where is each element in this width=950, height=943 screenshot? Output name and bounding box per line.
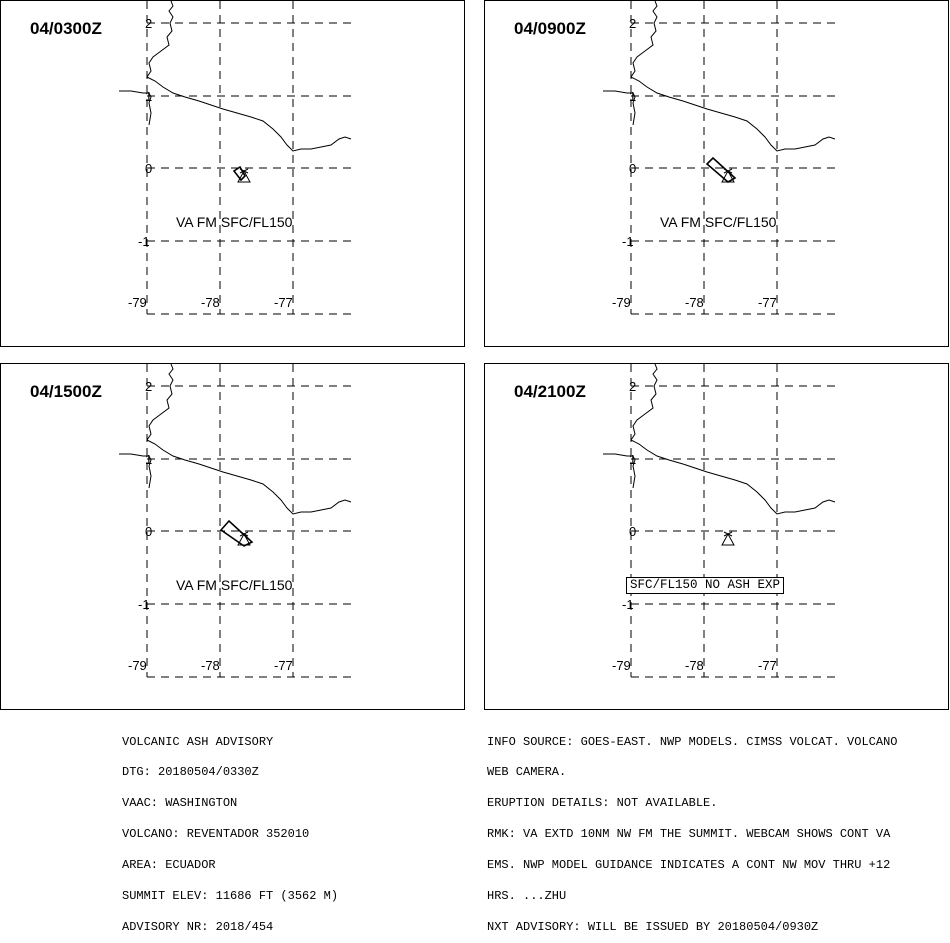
- map-graticule: 2 1 0 -1 -79 -78 -77: [119, 1, 352, 315]
- border-line: [119, 90, 152, 126]
- eruption-star-icon: [723, 531, 733, 537]
- latitude-label: -1: [622, 234, 634, 249]
- longitude-label: -79: [128, 658, 147, 673]
- forecast-panel-0900z: 2 1 0 -1 -79 -78 -77 04/0900Z VA FM SFC/FL150: [484, 0, 949, 347]
- advisory-line: VOLCANO: REVENTADOR 352010: [122, 827, 310, 842]
- coastline: [630, 364, 836, 515]
- advisory-line: NXT ADVISORY: WILL BE ISSUED BY 20180504…: [487, 919, 819, 934]
- latitude-label: 2: [145, 379, 152, 394]
- forecast-panel-2100z: 2 1 0 -1 -79 -78 -77 04/2100Z SFC/FL150 NO ASH…: [484, 363, 949, 710]
- forecast-panel-0300z: 2 1 0 -1 -79 -78 -77 04/0300Z VA FM SFC/FL150: [0, 0, 465, 347]
- longitude-label: -77: [274, 658, 293, 673]
- latitude-label: -1: [622, 597, 634, 612]
- no-ash-expected-box: SFC/FL150 NO ASH EXP: [626, 577, 785, 594]
- advisory-line: HRS. ...ZHU: [487, 889, 567, 904]
- advisory-line: ADVISORY NR: 2018/454: [122, 919, 274, 934]
- advisory-remarks-block: INFO SOURCE: GOES-EAST. NWP MODELS. CIMS…: [487, 716, 897, 943]
- volcano-marker-icon: [237, 532, 251, 546]
- longitude-label: -77: [758, 295, 777, 310]
- panel-time-label: 04/1500Z: [30, 382, 102, 401]
- map-graticule: 2 1 0 -1 -79 -78 -77: [119, 364, 352, 678]
- longitude-label: -79: [612, 658, 631, 673]
- eruption-star-icon: [239, 168, 249, 174]
- advisory-line: DTG: 20180504/0330Z: [122, 765, 259, 780]
- advisory-line: INFO SOURCE: GOES-EAST. NWP MODELS. CIMS…: [487, 734, 898, 749]
- border-line: [119, 453, 152, 489]
- latitude-label: -1: [138, 597, 150, 612]
- map-graticule: 2 1 0 -1 -79 -78 -77: [603, 1, 836, 315]
- advisory-line: RMK: VA EXTD 10NM NW FM THE SUMMIT. WEBC…: [487, 827, 891, 842]
- advisory-line: VOLCANIC ASH ADVISORY: [122, 734, 274, 749]
- ash-cloud-polygon: [232, 165, 246, 182]
- latitude-label: 0: [145, 524, 152, 539]
- longitude-label: -78: [201, 658, 220, 673]
- latitude-label: 0: [629, 161, 636, 176]
- advisory-line: SUMMIT ELEV: 11686 FT (3562 M): [122, 889, 339, 904]
- latitude-label: 1: [629, 89, 636, 104]
- advisory-line: AREA: ECUADOR: [122, 858, 216, 873]
- volcanic-ash-label: VA FM SFC/FL150: [176, 577, 293, 593]
- coastline: [630, 1, 836, 152]
- volcanic-ash-label: VA FM SFC/FL150: [176, 214, 293, 230]
- latitude-label: 2: [145, 16, 152, 31]
- coastline: [146, 364, 352, 515]
- ash-cloud-polygon: [219, 519, 254, 547]
- latitude-label: 1: [145, 89, 152, 104]
- longitude-label: -77: [274, 295, 293, 310]
- border-line: [603, 453, 636, 489]
- longitude-label: -77: [758, 658, 777, 673]
- longitude-label: -79: [612, 295, 631, 310]
- advisory-line: VAAC: WASHINGTON: [122, 796, 238, 811]
- advisory-line: ERUPTION DETAILS: NOT AVAILABLE.: [487, 796, 718, 811]
- forecast-panel-1500z: 2 1 0 -1 -79 -78 -77 04/1500Z VA FM SFC/FL150: [0, 363, 465, 710]
- map-graticule: 2 1 0 -1 -79 -78 -77: [603, 364, 836, 678]
- latitude-label: 0: [145, 161, 152, 176]
- volcanic-ash-label: VA FM SFC/FL150: [660, 214, 777, 230]
- latitude-label: 2: [629, 379, 636, 394]
- longitude-label: -78: [685, 295, 704, 310]
- volcano-marker-icon: [721, 532, 735, 546]
- panel-time-label: 04/2100Z: [514, 382, 586, 401]
- border-line: [603, 90, 636, 126]
- latitude-label: 1: [629, 452, 636, 467]
- panel-time-label: 04/0300Z: [30, 19, 102, 38]
- advisory-line: EMS. NWP MODEL GUIDANCE INDICATES A CONT…: [487, 858, 891, 873]
- latitude-label: 0: [629, 524, 636, 539]
- latitude-label: 2: [629, 16, 636, 31]
- latitude-label: -1: [138, 234, 150, 249]
- longitude-label: -78: [685, 658, 704, 673]
- advisory-line: WEB CAMERA.: [487, 765, 567, 780]
- advisory-header-block: VOLCANIC ASH ADVISORY DTG: 20180504/0330…: [122, 716, 338, 943]
- longitude-label: -79: [128, 295, 147, 310]
- ash-cloud-polygon: [705, 156, 737, 183]
- latitude-label: 1: [145, 452, 152, 467]
- coastline: [146, 1, 352, 152]
- panel-time-label: 04/0900Z: [514, 19, 586, 38]
- longitude-label: -78: [201, 295, 220, 310]
